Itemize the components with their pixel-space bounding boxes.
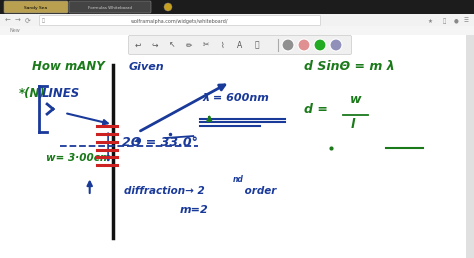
- Text: ☰: ☰: [464, 19, 468, 23]
- Bar: [0, 35, 474, 55]
- Text: ●: ●: [454, 19, 458, 23]
- Text: Sandy Sea: Sandy Sea: [25, 6, 47, 10]
- Bar: [466, 35, 474, 258]
- Text: *(N): *(N): [18, 87, 45, 100]
- Text: ↪: ↪: [152, 41, 158, 50]
- Text: 2Θ = 33.0°: 2Θ = 33.0°: [122, 136, 198, 149]
- Text: diffraction→ 2: diffraction→ 2: [124, 186, 205, 196]
- Bar: [0, 55, 466, 258]
- Text: ⟳: ⟳: [25, 18, 31, 24]
- Text: ↖: ↖: [169, 41, 175, 50]
- Text: ⬛: ⬛: [442, 18, 446, 24]
- Text: d =: d =: [304, 103, 328, 116]
- Text: order: order: [241, 186, 277, 196]
- Text: →: →: [15, 18, 21, 24]
- Bar: [0, 26, 474, 35]
- Text: ←: ←: [5, 18, 11, 24]
- Text: λ = 600nm: λ = 600nm: [202, 93, 269, 103]
- Text: nd: nd: [232, 175, 243, 184]
- Circle shape: [314, 39, 326, 51]
- Text: ✂: ✂: [203, 41, 209, 50]
- Text: New: New: [10, 28, 21, 34]
- Text: LINES: LINES: [41, 87, 80, 100]
- Text: ↩: ↩: [135, 41, 141, 50]
- Bar: [0, 14, 474, 27]
- Text: w: w: [350, 93, 361, 106]
- FancyBboxPatch shape: [69, 1, 151, 13]
- Bar: [0, 0, 474, 14]
- Text: ⌇: ⌇: [221, 41, 225, 50]
- Text: l: l: [350, 118, 355, 131]
- Text: Formulas Whiteboard: Formulas Whiteboard: [88, 6, 132, 10]
- Text: ★: ★: [428, 19, 432, 23]
- Circle shape: [298, 39, 310, 51]
- Text: wolframalpha.com/widgets/whiteboard/: wolframalpha.com/widgets/whiteboard/: [131, 19, 229, 23]
- Text: Given: Given: [129, 62, 164, 72]
- Circle shape: [282, 39, 294, 51]
- Text: d SinΘ = m λ: d SinΘ = m λ: [304, 60, 394, 74]
- FancyBboxPatch shape: [128, 36, 352, 54]
- FancyBboxPatch shape: [39, 15, 320, 26]
- Text: w= 3·00cm: w= 3·00cm: [46, 153, 110, 163]
- Circle shape: [330, 39, 342, 51]
- Text: How mANY: How mANY: [32, 60, 105, 74]
- Text: ✏: ✏: [186, 41, 192, 50]
- Circle shape: [164, 3, 172, 11]
- Text: 🔒: 🔒: [42, 18, 45, 23]
- Text: ⬛: ⬛: [255, 41, 259, 50]
- Text: A: A: [237, 41, 243, 50]
- FancyBboxPatch shape: [4, 1, 68, 13]
- Text: m=2: m=2: [179, 205, 208, 215]
